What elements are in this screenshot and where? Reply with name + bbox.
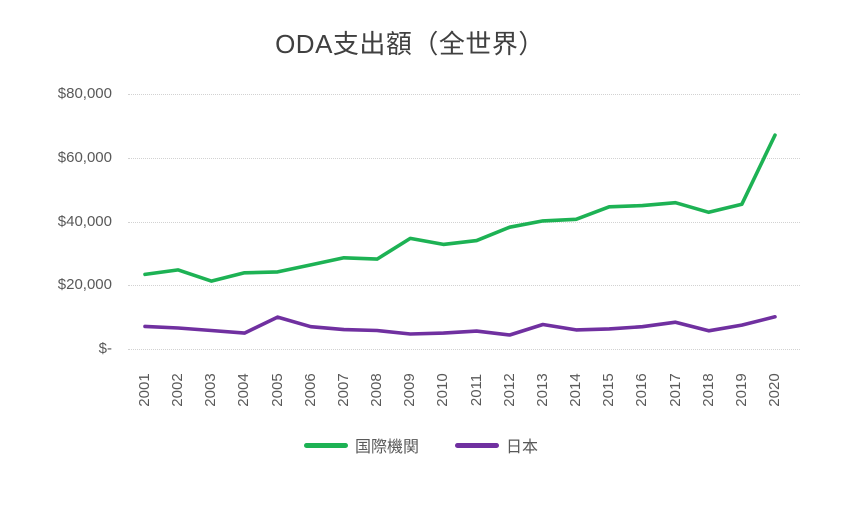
legend-swatch-icon [303, 442, 348, 448]
y-axis-tick-label: $80,000 [57, 85, 112, 102]
legend-item: 国際機関 [303, 433, 419, 457]
gridline [128, 285, 800, 287]
y-axis-tick-label: $40,000 [57, 212, 112, 230]
legend-label: 日本 [506, 439, 539, 456]
gridline [128, 94, 800, 95]
legend-label: 国際機関 [354, 439, 419, 456]
y-axis-tick-label: $60,000 [57, 148, 112, 166]
series-line-日本 [143, 314, 777, 337]
y-axis-tick-label: $- [98, 340, 112, 357]
legend-swatch-icon [455, 442, 499, 448]
legend-item: 日本 [455, 433, 538, 457]
legend: 国際機関 日本 [0, 433, 842, 457]
gridline [128, 221, 800, 223]
gridline [128, 349, 800, 350]
y-axis-tick-label: $20,000 [57, 276, 112, 294]
chart-title: ODA支出額（全世界） [275, 29, 545, 59]
gridline [128, 157, 800, 159]
series-line-国際機関 [143, 133, 777, 283]
